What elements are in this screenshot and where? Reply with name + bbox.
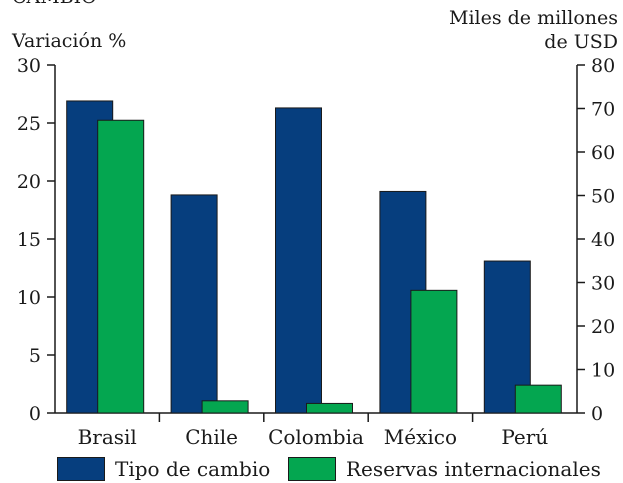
bar-reservas-internacionales [306,402,353,414]
right-axis-tick-label: 40 [591,229,615,251]
right-axis-tick-label: 50 [591,186,615,208]
bar-tipo-de-cambio [275,107,322,414]
category-label: México [384,425,457,449]
right-axis-title-line2: de USD [544,31,618,53]
bar-tipo-de-cambio [170,194,218,414]
right-axis-tick-label: 10 [591,360,615,382]
bar-chart: 0 5 10 15 20 25 30 0 10 20 30 40 50 60 70 80 Brasil Chile… [17,55,615,449]
category-label: Brasil [78,425,137,449]
right-axis-tick-label: 0 [591,403,603,425]
category-label: Perú [501,425,548,449]
bar-reservas-internacionales [514,384,562,414]
left-axis-title: Variación % [12,30,127,52]
right-axis-tick-label: 20 [591,316,615,338]
legend: Tipo de cambio Reservas internacionales [0,455,623,483]
right-axis-tick-label: 80 [591,55,615,77]
legend-swatch-reservas [288,457,336,481]
left-axis-tick-label: 5 [29,345,41,367]
right-axis-title-line1: Miles de millones [448,7,618,29]
right-axis-tick-label: 30 [591,273,615,295]
left-axis-tick-label: 20 [17,171,41,193]
cut-title: CAMBIO [12,0,97,8]
category-label: Chile [185,425,238,449]
legend-item-tipo-de-cambio: Tipo de cambio [57,457,270,481]
bar-reservas-internacionales [97,119,145,414]
legend-swatch-tipo-de-cambio [57,457,105,481]
left-axis-tick-label: 15 [17,229,41,251]
legend-label-reservas: Reservas internacionales [346,457,601,481]
category-label: Colombia [268,425,364,449]
legend-label-tipo-de-cambio: Tipo de cambio [115,457,271,481]
bar-reservas-internacionales [201,400,249,414]
left-axis-tick-label: 30 [17,55,41,77]
left-axis-tick-label: 25 [17,113,41,135]
right-axis-tick-label: 60 [591,142,615,164]
legend-item-reservas: Reservas internacionales [288,457,601,481]
left-axis-tick-label: 0 [29,403,41,425]
left-axis-tick-label: 10 [17,287,41,309]
right-axis-tick-label: 70 [591,99,615,121]
bar-reservas-internacionales [410,289,458,414]
